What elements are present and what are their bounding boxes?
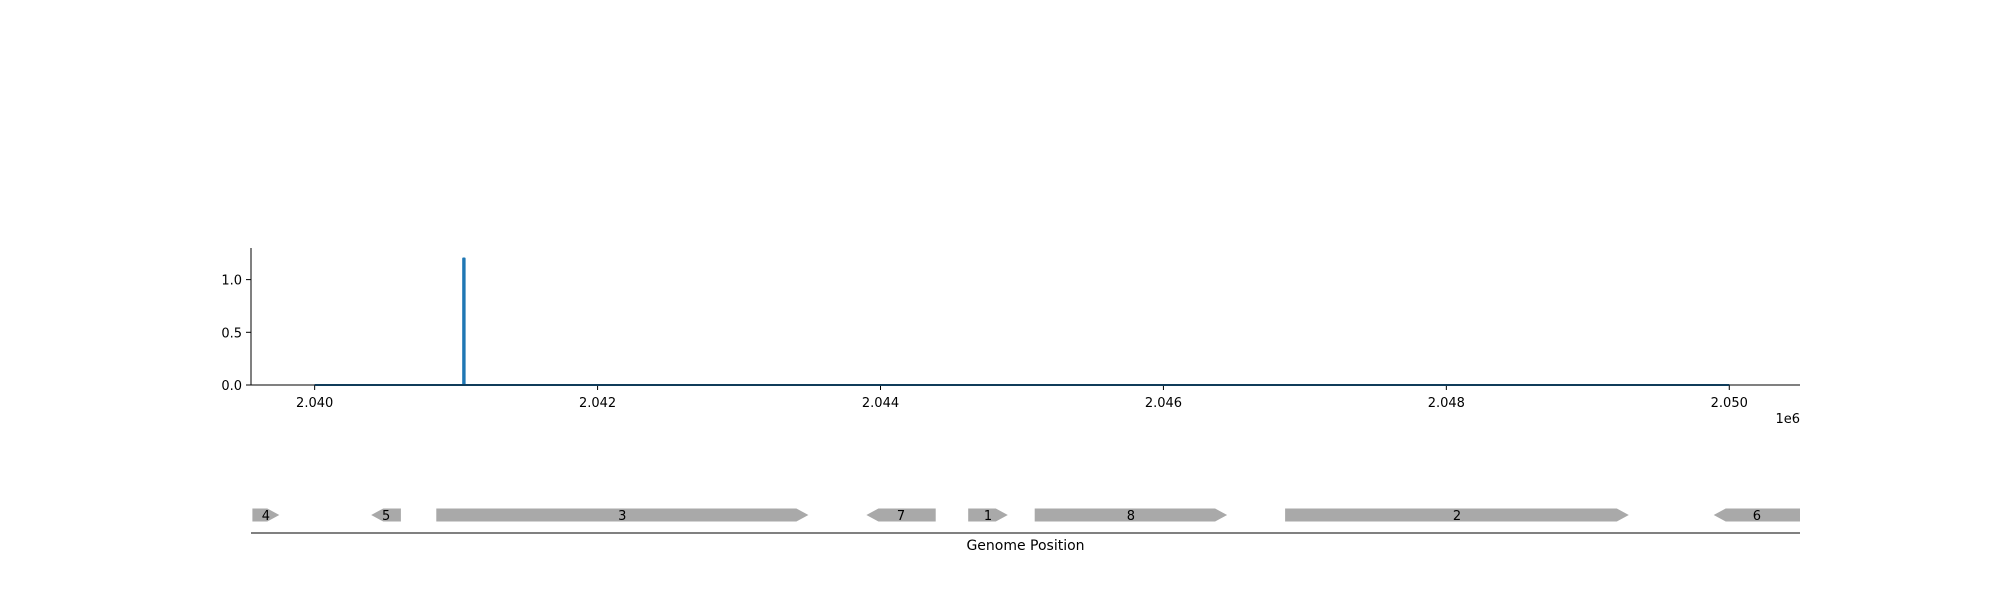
gene-arrow bbox=[252, 508, 280, 522]
gene-label: 4 bbox=[262, 509, 270, 524]
y-tick-label: 0.5 bbox=[221, 326, 242, 341]
gene-track: 4 5 3 7 1 8 2 6 Genome Position bbox=[251, 508, 1800, 554]
x-tick-label: 2.048 bbox=[1428, 396, 1465, 411]
gene-label: 8 bbox=[1127, 509, 1135, 524]
gene-arrow bbox=[436, 508, 809, 522]
gene-label: 5 bbox=[382, 509, 390, 524]
gene-arrow bbox=[1713, 508, 1800, 522]
gene-label: 7 bbox=[897, 509, 905, 524]
signal-plot: 0.0 0.5 1.0 2.040 2.042 2.044 2.046 2.048 2.050… bbox=[221, 248, 1800, 427]
gene-arrow bbox=[866, 508, 936, 522]
gene-arrow bbox=[1285, 508, 1629, 522]
x-tick-label: 2.044 bbox=[862, 396, 899, 411]
x-tick-label: 2.050 bbox=[1711, 396, 1748, 411]
gene-arrow bbox=[968, 508, 1008, 522]
gene-arrow bbox=[1034, 508, 1228, 522]
x-offset-label: 1e6 bbox=[1775, 412, 1800, 427]
x-tick-label: 2.046 bbox=[1145, 396, 1182, 411]
gene-label: 2 bbox=[1453, 509, 1461, 524]
gene-label: 3 bbox=[618, 509, 626, 524]
x-axis-label: Genome Position bbox=[966, 538, 1084, 554]
y-axis: 0.0 0.5 1.0 bbox=[221, 274, 251, 394]
x-tick-label: 2.040 bbox=[296, 396, 333, 411]
gene-label: 1 bbox=[984, 509, 992, 524]
gene-arrow bbox=[371, 508, 401, 522]
gene-arrows: 4 5 3 7 1 8 2 6 bbox=[252, 508, 1800, 524]
x-tick-label: 2.042 bbox=[579, 396, 616, 411]
x-axis: 2.040 2.042 2.044 2.046 2.048 2.050 bbox=[296, 385, 1748, 411]
y-tick-label: 0.0 bbox=[221, 379, 242, 394]
y-tick-label: 1.0 bbox=[221, 274, 242, 289]
gene-label: 6 bbox=[1753, 509, 1761, 524]
